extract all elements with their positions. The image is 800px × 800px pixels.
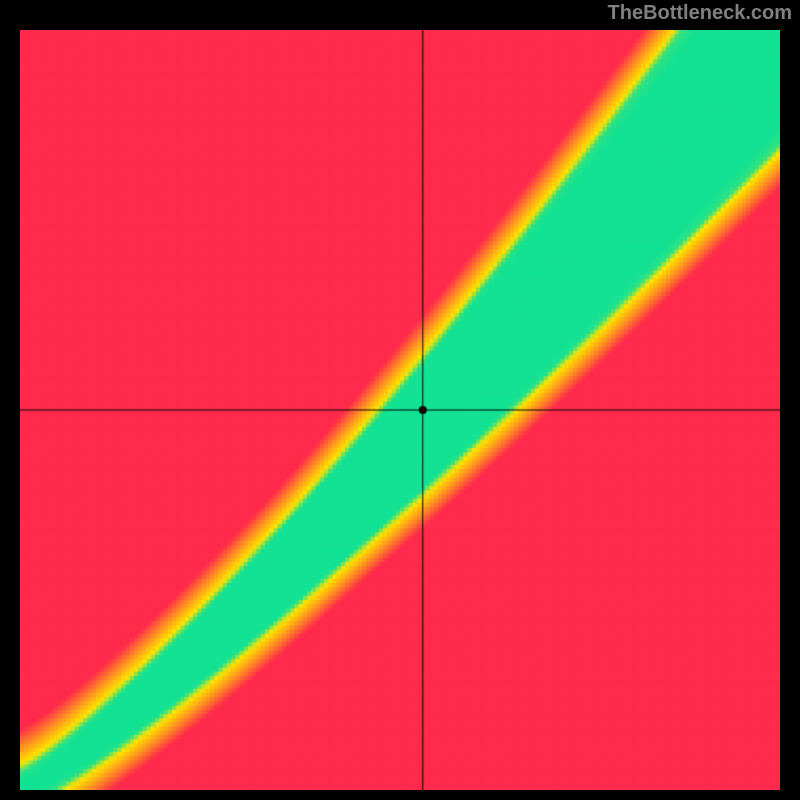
watermark-text: TheBottleneck.com (608, 2, 792, 25)
plot-area (20, 30, 780, 790)
heatmap-canvas (20, 30, 780, 790)
chart-container: TheBottleneck.com (0, 0, 800, 800)
